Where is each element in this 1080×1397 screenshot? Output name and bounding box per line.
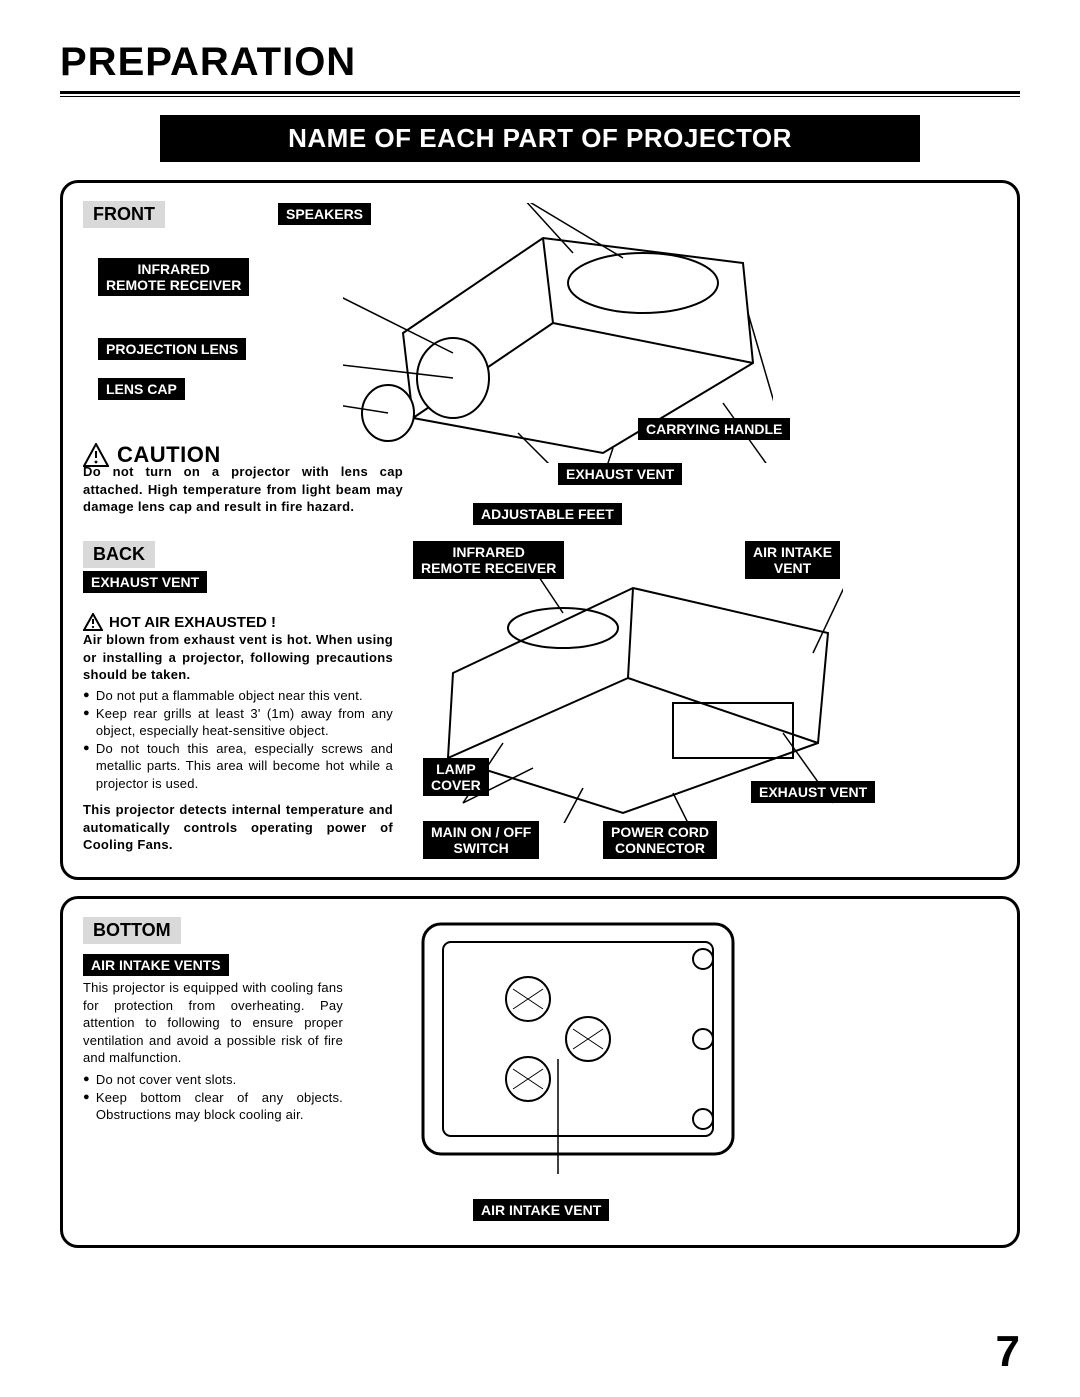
hot-air-outro: This projector detects internal temperat… <box>83 801 393 854</box>
label-main-on-off-switch: MAIN ON / OFFSWITCH <box>423 821 539 859</box>
label-adjustable-feet: ADJUSTABLE FEET <box>473 503 622 525</box>
hot-air-bullet-2: Keep rear grills at least 3' (1m) away f… <box>83 705 393 740</box>
hot-air-title: HOT AIR EXHAUSTED ! <box>83 613 276 631</box>
label-exhaust-vent-side: EXHAUST VENT <box>751 781 875 803</box>
label-power-cord-connector: POWER CORDCONNECTOR <box>603 821 717 859</box>
label-speakers: SPEAKERS <box>278 203 371 225</box>
panel-top: FRONT SPEAKERS INFRAREDREMOTE RECEIVER P… <box>60 180 1020 880</box>
bottom-bullets: Do not cover vent slots. Keep bottom cle… <box>83 1071 343 1124</box>
label-lamp-cover: LAMPCOVER <box>423 758 489 796</box>
hot-air-bullet-2-text: Keep rear grills at least 3' (1m) away f… <box>96 705 393 740</box>
label-lens-cap: LENS CAP <box>98 378 185 400</box>
label-infrared-remote-receiver-front: INFRAREDREMOTE RECEIVER <box>98 258 249 296</box>
title-rule <box>60 91 1020 97</box>
label-air-intake-vent: AIR INTAKEVENT <box>745 541 840 579</box>
hot-air-bullets: Do not put a flammable object near this … <box>83 687 393 792</box>
panel-bottom: BOTTOM AIR INTAKE VENTS This projector i… <box>60 896 1020 1248</box>
hot-air-bullet-3-text: Do not touch this area, especially screw… <box>96 740 393 793</box>
label-exhaust-vent-back: EXHAUST VENT <box>83 571 207 593</box>
bottom-view-label: BOTTOM <box>83 917 181 944</box>
section-header: NAME OF EACH PART OF PROJECTOR <box>160 115 920 162</box>
hot-air-intro: Air blown from exhaust vent is hot. When… <box>83 631 393 684</box>
label-exhaust-vent-front: EXHAUST VENT <box>558 463 682 485</box>
bottom-bullet-1: Do not cover vent slots. <box>83 1071 343 1089</box>
warning-icon-small <box>83 613 103 631</box>
front-view-label: FRONT <box>83 201 165 228</box>
page-title: PREPARATION <box>60 40 1020 85</box>
caution-body: Do not turn on a projector with lens cap… <box>83 463 403 516</box>
label-air-intake-vent-bottom: AIR INTAKE VENT <box>473 1199 609 1221</box>
back-view-label: BACK <box>83 541 155 568</box>
bottom-bullet-2: Keep bottom clear of any objects. Obstru… <box>83 1089 343 1124</box>
label-infrared-remote-receiver-back: INFRAREDREMOTE RECEIVER <box>413 541 564 579</box>
page-number: 7 <box>996 1327 1020 1377</box>
bottom-bullet-2-text: Keep bottom clear of any objects. Obstru… <box>96 1089 343 1124</box>
label-carrying-handle: CARRYING HANDLE <box>638 418 790 440</box>
bottom-bullet-1-text: Do not cover vent slots. <box>96 1071 237 1089</box>
hot-air-bullet-1: Do not put a flammable object near this … <box>83 687 393 705</box>
label-air-intake-vents: AIR INTAKE VENTS <box>83 954 229 976</box>
bottom-projector-diagram <box>413 914 743 1174</box>
hot-air-bullet-3: Do not touch this area, especially screw… <box>83 740 393 793</box>
hot-air-bullet-1-text: Do not put a flammable object near this … <box>96 687 363 705</box>
label-projection-lens: PROJECTION LENS <box>98 338 246 360</box>
bottom-intro: This projector is equipped with cooling … <box>83 979 343 1067</box>
hot-air-title-text: HOT AIR EXHAUSTED ! <box>109 614 276 631</box>
